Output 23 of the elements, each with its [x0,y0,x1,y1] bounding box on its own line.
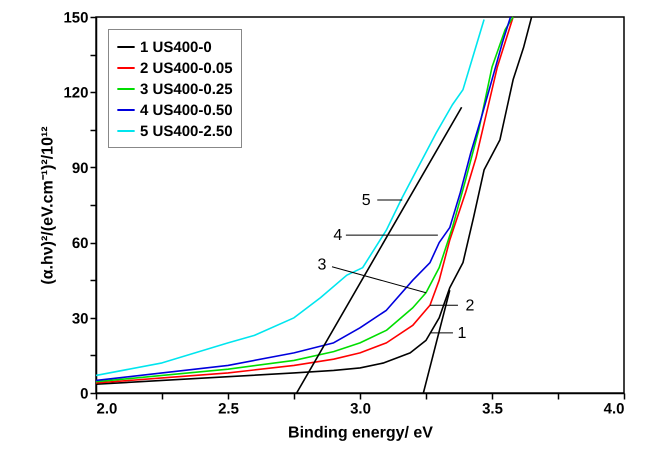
legend-label: 5 US400-2.50 [140,123,233,140]
y-tick-label: 30 [72,310,88,328]
annotation: 2 [466,297,475,314]
x-tick-label: 4.0 [604,400,624,418]
x-tick-label: 3.5 [482,400,503,418]
legend-label: 1 US400-0 [140,39,212,56]
y-tick-label: 60 [72,235,88,252]
y-axis-title: (α.hν)²/(eV.cm⁻¹)²/10¹² [39,126,56,285]
y-tick-label: 90 [72,160,88,177]
annotation: 1 [458,324,467,342]
legend-label: 4 US400-0.50 [140,102,233,119]
x-tick-label: 3.0 [350,400,371,418]
y-tick-label: 120 [63,84,88,102]
x-tick-label: 2.0 [96,400,118,418]
annotation: 3 [318,256,327,274]
legend-label: 2 US400-0.05 [140,60,233,77]
legend-label: 3 US400-0.25 [140,81,233,98]
x-axis-title: Binding energy/ eV [288,424,434,442]
annotation: 5 [362,192,371,209]
y-tick-label: 150 [63,10,88,26]
annotation: 4 [333,227,342,244]
y-tick-label: 0 [80,386,88,402]
x-tick-label: 2.5 [218,400,239,418]
